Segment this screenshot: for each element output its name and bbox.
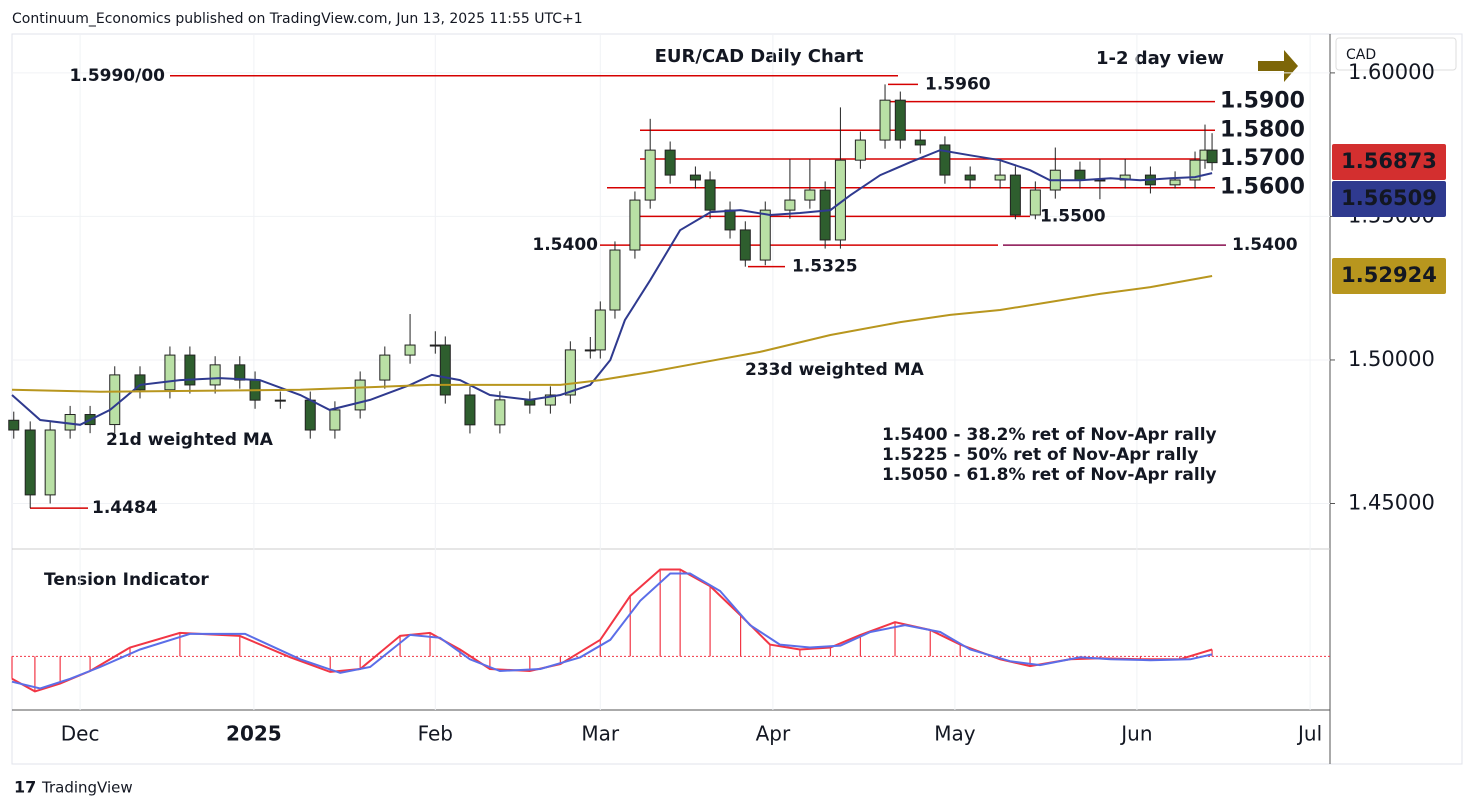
- candle-body: [404, 344, 416, 356]
- candle-body: [329, 409, 341, 431]
- candle-body: [379, 354, 391, 381]
- y-tick-label: 1.50000: [1348, 347, 1435, 371]
- candle-body: [1206, 149, 1218, 164]
- candle-body: [429, 344, 441, 347]
- level-label: 1.5400: [532, 235, 598, 255]
- candle-body: [609, 249, 621, 311]
- candle-body: [464, 394, 476, 426]
- logo-mark: 17: [14, 778, 36, 797]
- x-tick-label: 2025: [226, 722, 282, 746]
- candle-body: [109, 374, 121, 426]
- candle-body: [914, 139, 926, 146]
- level-label: 1.5600: [1220, 175, 1305, 200]
- currency-label: CAD: [1346, 47, 1376, 63]
- price-box-label: 1.52924: [1341, 263, 1437, 287]
- view-label: 1-2 day view: [1096, 48, 1224, 69]
- candle-body: [24, 429, 36, 496]
- price-box: [1332, 144, 1446, 180]
- x-tick-label: May: [934, 722, 976, 746]
- candle-body: [564, 349, 576, 396]
- currency-box: [1335, 37, 1457, 71]
- candle-body: [1009, 174, 1021, 216]
- candle-body: [689, 174, 701, 181]
- candle-body: [1189, 159, 1201, 181]
- candle-body: [704, 179, 716, 211]
- footer: TradingView: [41, 779, 133, 797]
- candle-body: [209, 364, 221, 386]
- line: [11, 572, 1213, 690]
- indicator-title: Tension Indicator: [44, 570, 209, 590]
- candle-body: [724, 209, 736, 231]
- level-label: 1.5800: [1220, 117, 1305, 142]
- y-tick-label: 1.45000: [1348, 491, 1435, 515]
- candle-body: [879, 99, 891, 141]
- candle-body: [439, 344, 451, 396]
- level-label: 1.5900: [1220, 89, 1305, 114]
- level-label: 1.5500: [1040, 206, 1106, 226]
- candle-body: [584, 349, 596, 352]
- candle-body: [664, 149, 676, 176]
- candle-body: [134, 374, 146, 391]
- x-tick-label: Jul: [1296, 722, 1322, 746]
- candle-body: [819, 189, 831, 241]
- x-tick-label: Mar: [581, 722, 620, 746]
- note: 1.5225 - 50% ret of Nov-Apr rally: [882, 445, 1198, 465]
- candle-body: [1029, 189, 1041, 216]
- x-tick-label: Feb: [418, 722, 453, 746]
- line: [11, 149, 1213, 426]
- candle-body: [544, 394, 556, 406]
- x-tick-label: Dec: [61, 722, 100, 746]
- level-label: 1.4484: [92, 498, 158, 518]
- candle-body: [1169, 179, 1181, 186]
- candle-body: [1074, 169, 1086, 181]
- candle-body: [759, 209, 771, 261]
- candle-body: [274, 399, 286, 402]
- note: 1.5050 - 61.8% ret of Nov-Apr rally: [882, 465, 1217, 485]
- candle-body: [1094, 179, 1106, 182]
- candle-body: [854, 139, 866, 161]
- price-box: [1332, 181, 1446, 217]
- candle-body: [44, 429, 56, 496]
- candle-body: [234, 364, 246, 381]
- header: Continuum_Economics published on Trading…: [12, 11, 583, 27]
- level-label: 1.5960: [925, 74, 991, 94]
- note: 1.5400 - 38.2% ret of Nov-Apr rally: [882, 425, 1217, 445]
- ma-label: 233d weighted MA: [745, 360, 925, 380]
- candle-body: [494, 399, 506, 426]
- x-tick-label: Jun: [1119, 722, 1152, 746]
- candle-body: [939, 144, 951, 176]
- candle-body: [894, 99, 906, 141]
- chart-title: EUR/CAD Daily Chart: [655, 46, 864, 67]
- candle-body: [964, 174, 976, 181]
- price-box: [1332, 258, 1446, 294]
- candle-body: [629, 199, 641, 251]
- candle-body: [784, 199, 796, 211]
- y-tick-label: 1.60000: [1348, 60, 1435, 84]
- candle-body: [354, 379, 366, 411]
- candle-body: [8, 419, 20, 431]
- candle-body: [184, 354, 196, 386]
- price-box-label: 1.56873: [1341, 149, 1437, 173]
- candle-body: [994, 174, 1006, 181]
- price-box-label: 1.56509: [1341, 186, 1437, 210]
- candle-body: [594, 309, 606, 351]
- candle-body: [739, 229, 751, 261]
- line: [11, 275, 1213, 393]
- level-label: 1.5400: [1232, 235, 1298, 255]
- candle-body: [644, 149, 656, 201]
- candle-body: [304, 399, 316, 431]
- frame: [11, 33, 1463, 765]
- arrow-icon: [1258, 50, 1298, 82]
- ma-label: 21d weighted MA: [106, 430, 274, 450]
- candle-body: [804, 189, 816, 201]
- x-tick-label: Apr: [756, 722, 791, 746]
- level-label: 1.5325: [792, 257, 858, 277]
- level-label: 1.5700: [1220, 146, 1305, 171]
- candle-body: [164, 354, 176, 391]
- level-label: 1.5990/00: [70, 66, 166, 86]
